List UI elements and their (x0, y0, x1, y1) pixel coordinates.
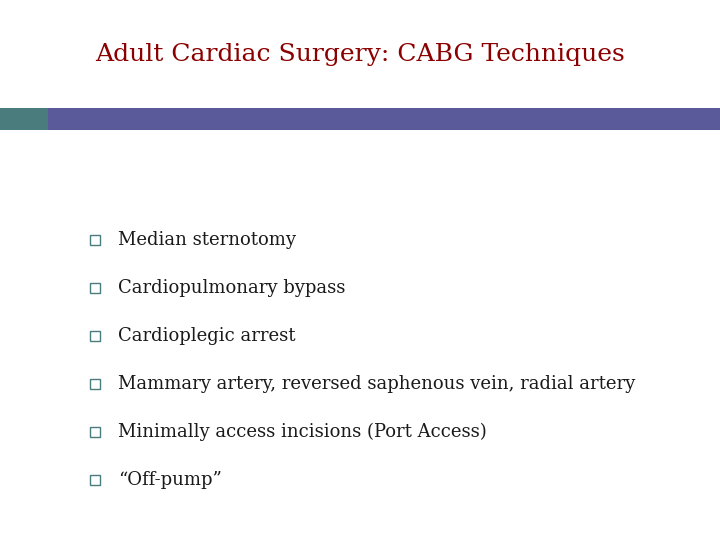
Text: Cardioplegic arrest: Cardioplegic arrest (118, 327, 295, 345)
Text: Minimally access incisions (Port Access): Minimally access incisions (Port Access) (118, 423, 487, 441)
Text: “Off-pump”: “Off-pump” (118, 471, 222, 489)
Text: Mammary artery, reversed saphenous vein, radial artery: Mammary artery, reversed saphenous vein,… (118, 375, 635, 393)
Bar (90, 427, 100, 437)
Text: Cardiopulmonary bypass: Cardiopulmonary bypass (118, 279, 346, 297)
Text: Median sternotomy: Median sternotomy (118, 231, 296, 249)
Bar (90, 379, 100, 389)
Bar (90, 235, 100, 245)
Bar (90, 283, 100, 293)
Bar (0, 108, 48, 130)
Bar (90, 331, 100, 341)
Bar (48, 108, 720, 130)
Bar (90, 475, 100, 485)
Text: Adult Cardiac Surgery: CABG Techniques: Adult Cardiac Surgery: CABG Techniques (95, 44, 625, 66)
